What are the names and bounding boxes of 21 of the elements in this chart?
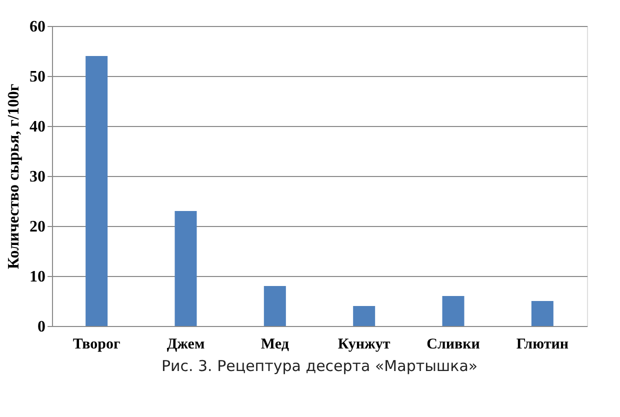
x-tick-label: Глютин [516,336,569,352]
y-tick-label: 50 [30,68,46,86]
x-tick-label: Кунжут [338,336,391,352]
bar [86,56,108,326]
y-tick-label: 20 [30,218,46,236]
x-tick-label: Творог [72,336,120,352]
bar [174,211,197,326]
bar [442,296,464,326]
bar [353,306,376,326]
y-tick-label: 0 [38,318,46,336]
y-tick-label: 40 [30,118,46,136]
y-axis-title: Количество сырья, г/100г [6,84,22,270]
bar [531,301,554,326]
bar [264,286,286,326]
y-tick-label: 10 [30,268,46,286]
x-tick-label: Мед [260,336,290,352]
y-tick-label: 30 [30,168,46,186]
x-tick-label: Сливки [426,336,480,352]
x-tick-label: Джем [166,336,205,352]
y-tick-label: 60 [30,18,46,36]
text: Рис. 3. Рецептура десерта «Мартышка» [161,357,478,375]
